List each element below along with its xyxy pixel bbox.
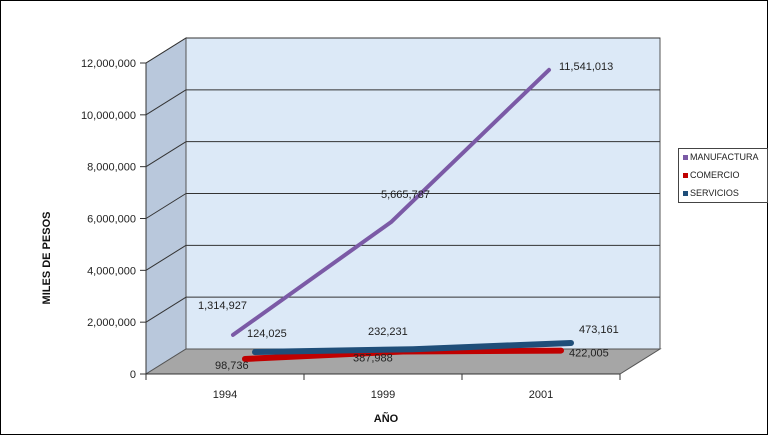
x-axis-ticks: 1994 1999 2001 [145, 373, 621, 401]
x-tick-label: 1994 [213, 389, 237, 401]
gridline-side [145, 193, 187, 219]
legend-swatch-manufactura [683, 154, 688, 160]
legend-label-comercio: COMERCIO [690, 170, 740, 180]
y-axis-title: MILES DE PESOS [41, 212, 53, 305]
legend-swatch-servicios [683, 190, 688, 196]
y-tick-label: 0 [130, 369, 136, 381]
gridline-side [145, 244, 187, 271]
data-label-servicios: 232,231 [368, 326, 408, 338]
y-axis-ticks: 0 2,000,000 4,000,000 6,000,000 8,000,000 10,… [81, 58, 147, 381]
x-tick-label: 1999 [371, 389, 395, 401]
data-label-manufactura: 1,314,927 [198, 300, 247, 312]
legend-item-comercio: COMERCIO [683, 168, 740, 182]
y-tick-label: 4,000,000 [87, 265, 136, 277]
legend-item-manufactura: MANUFACTURA [683, 150, 759, 164]
gridline-side [145, 296, 187, 323]
y-tick-label: 2,000,000 [87, 317, 136, 329]
gridline-side [145, 141, 187, 168]
x-axis-title: AÑO [374, 412, 399, 425]
data-label-servicios: 124,025 [247, 328, 287, 340]
gridline-side [145, 89, 187, 116]
series-line-manufactura [231, 67, 551, 337]
data-label-manufactura: 11,541,013 [559, 61, 613, 73]
legend-item-servicios: SERVICIOS [683, 186, 739, 200]
data-label-comercio: 387,988 [353, 352, 393, 364]
data-labels: 98,736 387,988 422,005 124,025 232,231 473,16… [198, 61, 619, 372]
data-label-comercio: 98,736 [215, 360, 249, 372]
legend-swatch-comercio [683, 172, 688, 178]
data-label-comercio: 422,005 [569, 348, 609, 360]
y-tick-label: 6,000,000 [87, 214, 136, 226]
legend: MANUFACTURA COMERCIO SERVICIOS [678, 148, 768, 203]
y-tick-label: 8,000,000 [87, 162, 136, 174]
x-tick-label: 2001 [529, 389, 553, 401]
legend-label-servicios: SERVICIOS [690, 188, 739, 198]
series-line-servicios [252, 339, 574, 356]
data-label-manufactura: 5,665,787 [381, 189, 430, 201]
y-tick-label: 10,000,000 [81, 110, 136, 122]
gridline-side [145, 37, 187, 64]
data-label-servicios: 473,161 [579, 324, 619, 336]
series-layer [231, 67, 574, 362]
legend-label-manufactura: MANUFACTURA [690, 152, 759, 162]
gridlines [145, 37, 660, 323]
y-tick-label: 12,000,000 [81, 58, 136, 70]
